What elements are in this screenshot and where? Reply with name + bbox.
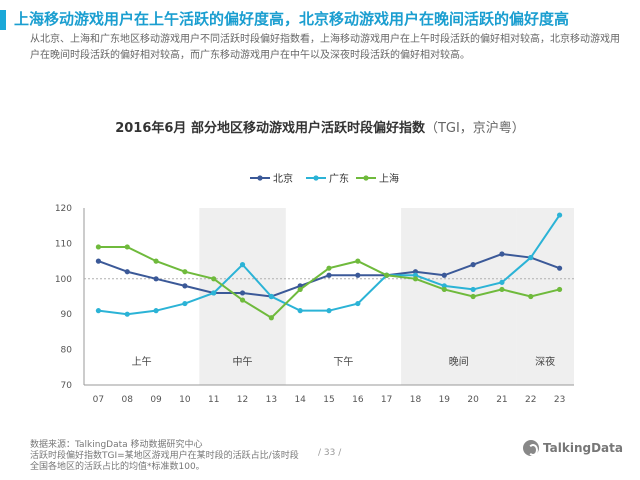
x-tick-label-07: 07 — [93, 395, 104, 405]
tgi-note-line-2: 全国各地区的活跃占比的均值*标准数100。 — [30, 462, 205, 472]
series-0-point-10 — [182, 283, 188, 289]
series-1-point-16 — [355, 300, 361, 307]
legend: 北京 广东 上海 — [250, 172, 399, 185]
series-0-point-21 — [499, 251, 505, 257]
series-1-point-12 — [239, 262, 246, 268]
series-0-point-15 — [326, 272, 332, 278]
x-tick-label-21: 21 — [496, 395, 507, 405]
x-tick-label-10: 10 — [179, 395, 191, 405]
y-tick-label-80: 80 — [61, 346, 73, 356]
x-tick-label-23: 23 — [554, 395, 565, 405]
series-1-point-08 — [124, 311, 130, 317]
series-2-point-12 — [239, 297, 246, 303]
page-number: / 33 / — [318, 448, 342, 458]
period-label-0: 上午 — [132, 355, 152, 368]
series-2-point-19 — [441, 286, 447, 293]
x-tick-label-19: 19 — [439, 395, 451, 405]
series-2-point-13 — [268, 315, 274, 321]
talkingdata-logo: TalkingData — [523, 440, 623, 456]
period-label-3: 晚间 — [449, 355, 469, 368]
series-1-point-11 — [211, 290, 217, 296]
x-tick-label-09: 09 — [150, 395, 162, 405]
chart-title-row: 2016年6月 部分地区移动游戏用户活跃时段偏好指数（TGI，京沪粤） — [0, 117, 640, 136]
legend-label-0: 北京 — [273, 172, 293, 185]
x-tick-label-18: 18 — [410, 395, 422, 405]
series-1-point-20 — [470, 286, 476, 293]
x-tick-label-20: 20 — [467, 395, 479, 405]
x-tick-label-14: 14 — [294, 395, 306, 405]
series-lines — [95, 212, 563, 321]
series-2-point-11 — [211, 276, 217, 282]
footer-notes: 数据来源：TalkingData 移动数据研究中心 活跃时段偏好指数TGI=某地… — [30, 440, 299, 473]
x-tick-label-15: 15 — [323, 395, 334, 405]
logo-text: TalkingData — [543, 441, 623, 455]
series-0-point-09 — [153, 276, 159, 282]
page-headline: 上海移动游戏用户在上午活跃的偏好度高，北京移动游戏用户在晚间活跃的偏好度高 — [14, 10, 570, 28]
series-1-point-21 — [499, 279, 505, 285]
series-0-point-20 — [470, 262, 476, 268]
series-1-point-15 — [326, 308, 332, 314]
series-2-point-22 — [528, 293, 534, 300]
series-0-point-07 — [95, 258, 102, 264]
series-2-point-21 — [499, 286, 505, 293]
x-tick-label-11: 11 — [208, 395, 219, 405]
series-2-point-23 — [556, 286, 563, 293]
series-0-point-23 — [556, 265, 563, 271]
series-1-point-13 — [268, 293, 274, 300]
x-tick-label-13: 13 — [266, 395, 277, 405]
series-1-point-09 — [153, 308, 159, 314]
source-note: 数据来源：TalkingData 移动数据研究中心 — [30, 440, 203, 450]
series-1-point-22 — [528, 254, 534, 261]
talkingdata-logo-icon — [523, 440, 539, 456]
series-2-point-08 — [124, 244, 130, 250]
series-2-point-15 — [326, 265, 332, 271]
series-1-point-07 — [95, 308, 102, 314]
period-label-2: 下午 — [333, 355, 353, 368]
y-tick-label-120: 120 — [55, 204, 72, 214]
period-band-3 — [401, 208, 517, 385]
series-2-point-10 — [182, 269, 188, 275]
series-0-point-19 — [441, 272, 447, 278]
series-1-point-23 — [556, 212, 563, 218]
y-tick-label-110: 110 — [55, 239, 72, 249]
y-tick-label-70: 70 — [61, 381, 73, 391]
legend-label-2: 上海 — [379, 172, 399, 185]
series-2-point-09 — [153, 258, 159, 264]
series-2-point-18 — [412, 276, 419, 282]
y-tick-label-100: 100 — [55, 275, 72, 285]
legend-marker-0 — [257, 175, 263, 181]
series-1-point-10 — [182, 300, 188, 307]
series-2-point-14 — [297, 286, 303, 293]
tgi-note-line-1: 活跃时段偏好指数TGI=某地区游戏用户在某时段的活跃占比/该时段 — [30, 451, 299, 461]
period-label-1: 中午 — [233, 355, 253, 368]
series-1-point-14 — [297, 308, 303, 314]
series-0-point-08 — [124, 269, 130, 275]
series-2-point-17 — [384, 272, 390, 278]
series-2-point-20 — [470, 293, 476, 300]
legend-label-1: 广东 — [329, 172, 349, 185]
x-tick-label-12: 12 — [237, 395, 248, 405]
chart-title: 2016年6月 部分地区移动游戏用户活跃时段偏好指数 — [115, 121, 425, 136]
legend-marker-1 — [313, 175, 319, 181]
x-tick-label-22: 22 — [525, 395, 536, 405]
chart-title-unit: （TGI，京沪粤） — [424, 121, 525, 136]
series-0-point-12 — [239, 290, 246, 296]
x-tick-label-16: 16 — [352, 395, 364, 405]
headline-accent-bar — [0, 10, 6, 30]
x-tick-label-17: 17 — [381, 395, 392, 405]
y-tick-label-90: 90 — [61, 310, 73, 320]
legend-marker-2 — [363, 175, 369, 181]
series-2-point-07 — [95, 244, 102, 250]
series-2-point-16 — [355, 258, 361, 264]
period-label-4: 深夜 — [535, 355, 555, 368]
x-tick-label-08: 08 — [122, 395, 134, 405]
axes: 70 80 90 100 110 120 07 08 09 10 11 12 13 14 15 16 17 18 1… — [55, 204, 574, 405]
series-0-point-16 — [355, 272, 361, 278]
period-bands: 上午 中午 下午 晚间 深夜 — [132, 208, 574, 385]
description-text: 从北京、上海和广东地区移动游戏用户不同活跃时段偏好指数看，上海移动游戏用户在上午… — [30, 34, 620, 61]
